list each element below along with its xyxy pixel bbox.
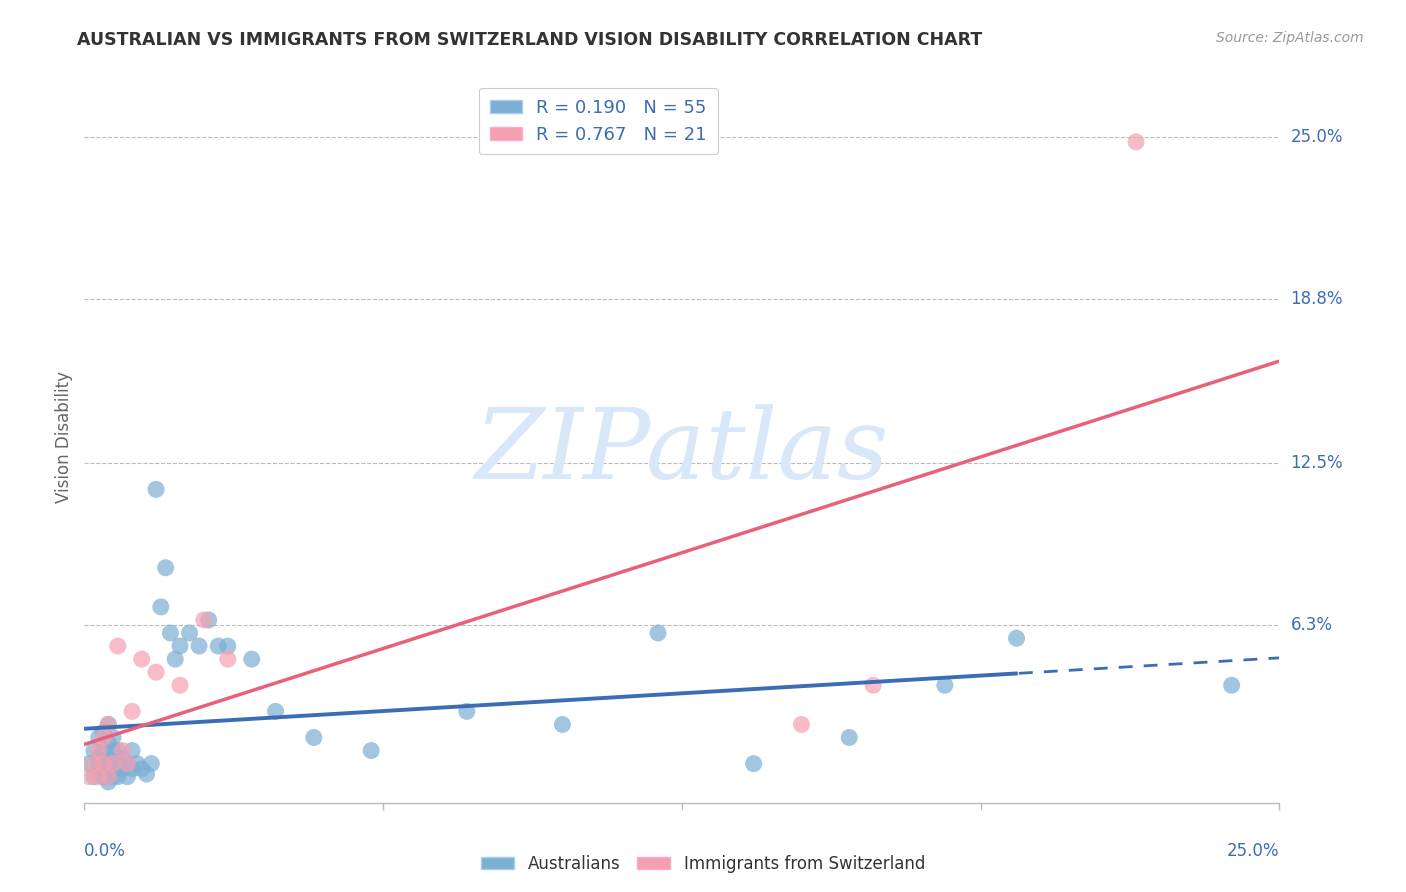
Point [87,751,110,765]
Point [83,743,105,757]
Point [1220,678,1243,692]
Point [141,756,163,771]
Point [197,613,219,627]
Point [456,705,478,719]
Y-axis label: Vision Disability: Vision Disability [55,371,73,503]
Text: 0.0%: 0.0% [84,842,127,860]
Point [302,731,325,745]
Point [87,743,110,757]
Point [217,639,239,653]
Point [145,483,167,497]
Point [1125,135,1147,149]
Point [93,725,115,739]
Point [97,762,120,776]
Point [117,770,139,784]
Point [101,770,124,784]
Text: Source: ZipAtlas.com: Source: ZipAtlas.com [1216,31,1364,45]
Point [111,762,134,776]
Point [101,756,124,771]
Point [97,717,120,731]
Point [101,731,124,745]
Point [97,751,120,765]
Text: AUSTRALIAN VS IMMIGRANTS FROM SWITZERLAND VISION DISABILITY CORRELATION CHART: AUSTRALIAN VS IMMIGRANTS FROM SWITZERLAN… [77,31,983,49]
Point [264,705,287,719]
Point [125,756,148,771]
Point [107,756,129,771]
Point [121,743,143,757]
Point [101,743,124,757]
Point [87,762,110,776]
Point [551,717,574,731]
Point [77,756,100,771]
Point [838,731,860,745]
Point [360,743,382,757]
Point [97,770,120,784]
Point [934,678,956,692]
Text: ZIPatlas: ZIPatlas [475,404,889,500]
Point [101,756,124,771]
Point [77,770,100,784]
Point [93,770,115,784]
Point [207,639,229,653]
Point [169,678,191,692]
Point [179,626,201,640]
Point [93,731,115,745]
Point [93,743,115,757]
Point [87,731,110,745]
Point [87,770,110,784]
Point [165,652,187,666]
Point [647,626,669,640]
Point [121,762,143,776]
Point [83,770,105,784]
Point [790,717,813,731]
Point [97,775,120,789]
Point [97,736,120,750]
Point [93,756,115,771]
Point [742,756,765,771]
Point [111,743,134,757]
Point [131,652,153,666]
Text: 12.5%: 12.5% [1291,454,1343,472]
Point [1005,632,1028,646]
Text: 6.3%: 6.3% [1291,616,1333,634]
Point [217,652,239,666]
Point [117,756,139,771]
Point [159,626,181,640]
Point [145,665,167,680]
Point [93,756,115,771]
Point [240,652,263,666]
Point [131,762,153,776]
Point [862,678,884,692]
Point [107,770,129,784]
Point [135,767,157,781]
Legend: R = 0.190   N = 55, R = 0.767   N = 21: R = 0.190 N = 55, R = 0.767 N = 21 [478,87,718,154]
Point [97,717,120,731]
Point [107,743,129,757]
Point [149,599,172,614]
Point [121,705,143,719]
Point [83,756,105,771]
Point [188,639,211,653]
Point [193,613,215,627]
Point [107,639,129,653]
Point [117,756,139,771]
Text: 25.0%: 25.0% [1227,842,1279,860]
Legend: Australians, Immigrants from Switzerland: Australians, Immigrants from Switzerland [474,848,932,880]
Point [111,751,134,765]
Point [155,560,177,574]
Text: 25.0%: 25.0% [1291,128,1343,145]
Text: 18.8%: 18.8% [1291,290,1343,308]
Point [169,639,191,653]
